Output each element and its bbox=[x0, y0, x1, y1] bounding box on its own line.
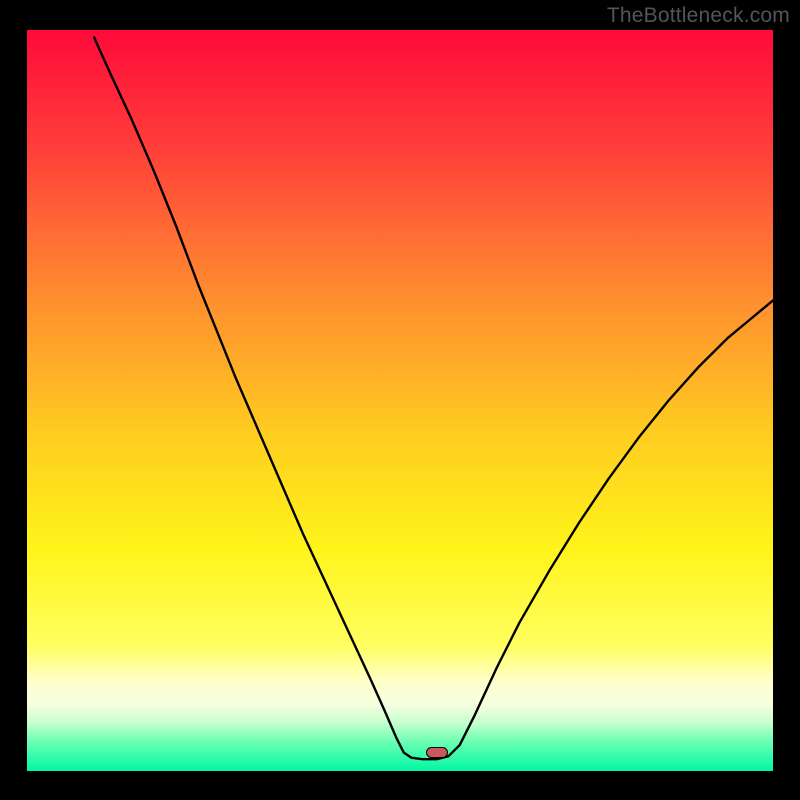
watermark-text: TheBottleneck.com bbox=[607, 4, 790, 28]
chart-background-gradient bbox=[27, 30, 773, 771]
chart-plot-area bbox=[27, 30, 773, 771]
optimum-marker bbox=[426, 747, 448, 758]
